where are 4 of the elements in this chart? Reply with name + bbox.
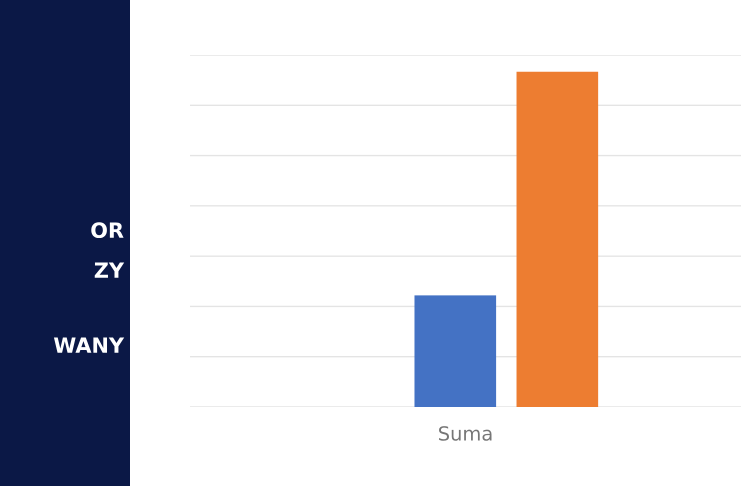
text: ZY	[94, 262, 124, 278]
x-axis-title: Suma	[439, 426, 492, 441]
text: WANY	[54, 338, 124, 353]
text: OR	[91, 222, 124, 238]
